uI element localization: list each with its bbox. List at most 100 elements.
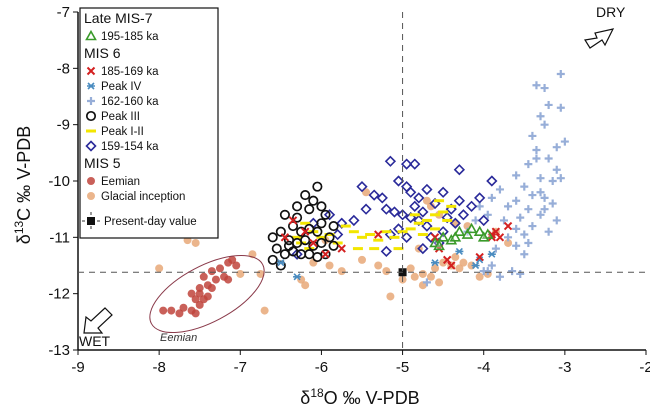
legend-group-title: MIS 5	[84, 155, 121, 171]
data-point	[426, 272, 435, 281]
data-point	[260, 306, 269, 315]
data-point	[312, 251, 323, 263]
data-point	[179, 303, 188, 312]
y-tick-label: -13	[48, 342, 70, 359]
data-point	[487, 193, 496, 202]
data-point	[552, 165, 561, 174]
data-point	[512, 171, 521, 180]
data-point	[362, 188, 371, 197]
data-point	[465, 222, 478, 234]
data-point	[291, 248, 303, 260]
eemian-annotation: Eemian	[160, 332, 197, 344]
data-point	[271, 243, 282, 254]
data-point	[409, 158, 421, 170]
data-point	[508, 267, 517, 276]
data-point	[325, 261, 334, 270]
data-point	[504, 202, 513, 211]
data-point	[528, 222, 537, 231]
data-point	[405, 186, 417, 198]
data-point	[356, 181, 368, 193]
data-point	[195, 284, 204, 293]
data-point	[413, 192, 425, 204]
data-point	[418, 269, 427, 278]
y-axis-label: δ13C ‰ V-PDB	[12, 126, 34, 244]
data-point	[512, 241, 521, 250]
data-point	[396, 209, 409, 221]
legend-error-bar	[82, 212, 100, 229]
data-point	[207, 284, 216, 293]
data-point	[426, 202, 435, 211]
data-point	[337, 267, 346, 276]
data-point	[316, 201, 327, 212]
data-point	[409, 200, 421, 212]
data-point	[187, 289, 196, 298]
series-159-154-ka	[291, 155, 498, 260]
legend-group-title: Late MIS-7	[84, 10, 153, 26]
data-point	[477, 231, 490, 242]
data-point	[324, 232, 335, 243]
data-point	[442, 255, 452, 265]
data-point	[413, 214, 425, 227]
data-point	[320, 249, 331, 260]
data-point	[483, 210, 492, 219]
data-point	[548, 199, 557, 208]
data-point	[323, 209, 336, 221]
data-point	[406, 264, 415, 273]
data-point	[524, 238, 533, 247]
data-point	[328, 221, 339, 232]
data-point	[495, 185, 504, 194]
legend-entry: 159-154 ka	[101, 141, 159, 153]
data-point	[536, 112, 545, 121]
data-point	[358, 255, 366, 264]
data-point	[556, 103, 565, 112]
data-point	[556, 174, 565, 183]
data-point	[312, 181, 323, 192]
data-point	[455, 247, 464, 255]
data-point	[528, 131, 537, 140]
data-point	[422, 278, 431, 287]
data-point	[465, 200, 478, 212]
data-point	[548, 177, 557, 185]
data-point	[422, 196, 431, 205]
data-point	[478, 214, 490, 227]
legend-entry: Peak IV	[101, 81, 142, 93]
series-eemian	[159, 255, 241, 318]
data-point	[500, 216, 508, 225]
data-point	[300, 227, 310, 236]
data-point	[293, 273, 302, 281]
data-point	[433, 239, 445, 251]
data-point	[552, 216, 561, 225]
data-point	[336, 217, 348, 229]
data-point	[524, 205, 533, 214]
series-peak-iv	[276, 247, 496, 281]
data-point	[487, 261, 496, 270]
data-point	[155, 264, 164, 273]
data-point	[447, 261, 456, 270]
data-point	[400, 158, 413, 170]
legend-entry: Peak III	[101, 111, 140, 123]
axes: -9 -8 -7 -6 -5 -4 -3 -2 -7 -8 -9 -10 -11 -12 -13	[48, 4, 650, 376]
data-point	[400, 231, 413, 243]
data-point	[475, 252, 484, 262]
data-point	[556, 69, 565, 78]
data-point	[360, 203, 372, 215]
data-point	[374, 230, 383, 239]
data-point	[516, 269, 525, 278]
data-point	[459, 258, 468, 267]
data-point	[441, 211, 453, 224]
legend-marker	[87, 82, 95, 90]
data-point	[191, 238, 200, 247]
data-point	[267, 232, 278, 243]
dry-label: DRY	[596, 4, 626, 20]
legend-entry: Glacial inception	[101, 191, 185, 203]
data-point	[211, 275, 220, 284]
data-point	[287, 221, 299, 232]
data-point	[301, 281, 310, 290]
x-tick-label: -6	[315, 359, 328, 376]
data-point	[532, 154, 541, 163]
data-point	[309, 238, 318, 248]
data-point	[512, 224, 521, 233]
data-point	[471, 261, 480, 270]
